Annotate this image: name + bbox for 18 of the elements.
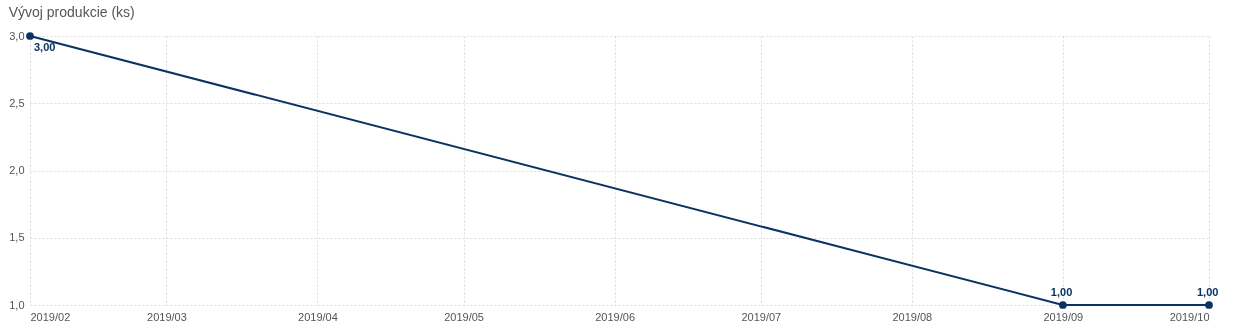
data-label: 1,00 — [1050, 286, 1073, 298]
y-tick-label: 2,0 — [9, 164, 25, 176]
x-tick-label: 2019/05 — [444, 310, 484, 323]
x-tick-label: 2019/04 — [298, 310, 338, 323]
y-tick-label: 1,0 — [9, 298, 25, 311]
y-tick-label: 1,5 — [9, 231, 25, 244]
chart-title: Vývoj produkcie (ks) — [8, 4, 135, 20]
x-tick-label: 2019/02 — [30, 310, 71, 323]
x-tick-label: 2019/03 — [147, 310, 187, 323]
data-label: 1,00 — [1197, 286, 1219, 298]
x-tick-label: 2019/09 — [1043, 310, 1084, 323]
data-label: 3,00 — [34, 41, 56, 53]
y-tick-label: 3,0 — [9, 29, 25, 42]
x-tick-label: 2019/10 — [1169, 310, 1210, 323]
x-tick-label: 2019/07 — [741, 310, 782, 323]
y-tick-label: 2,5 — [9, 96, 25, 109]
x-tick-label: 2019/06 — [595, 310, 636, 323]
x-tick-label: 2019/08 — [892, 310, 933, 323]
